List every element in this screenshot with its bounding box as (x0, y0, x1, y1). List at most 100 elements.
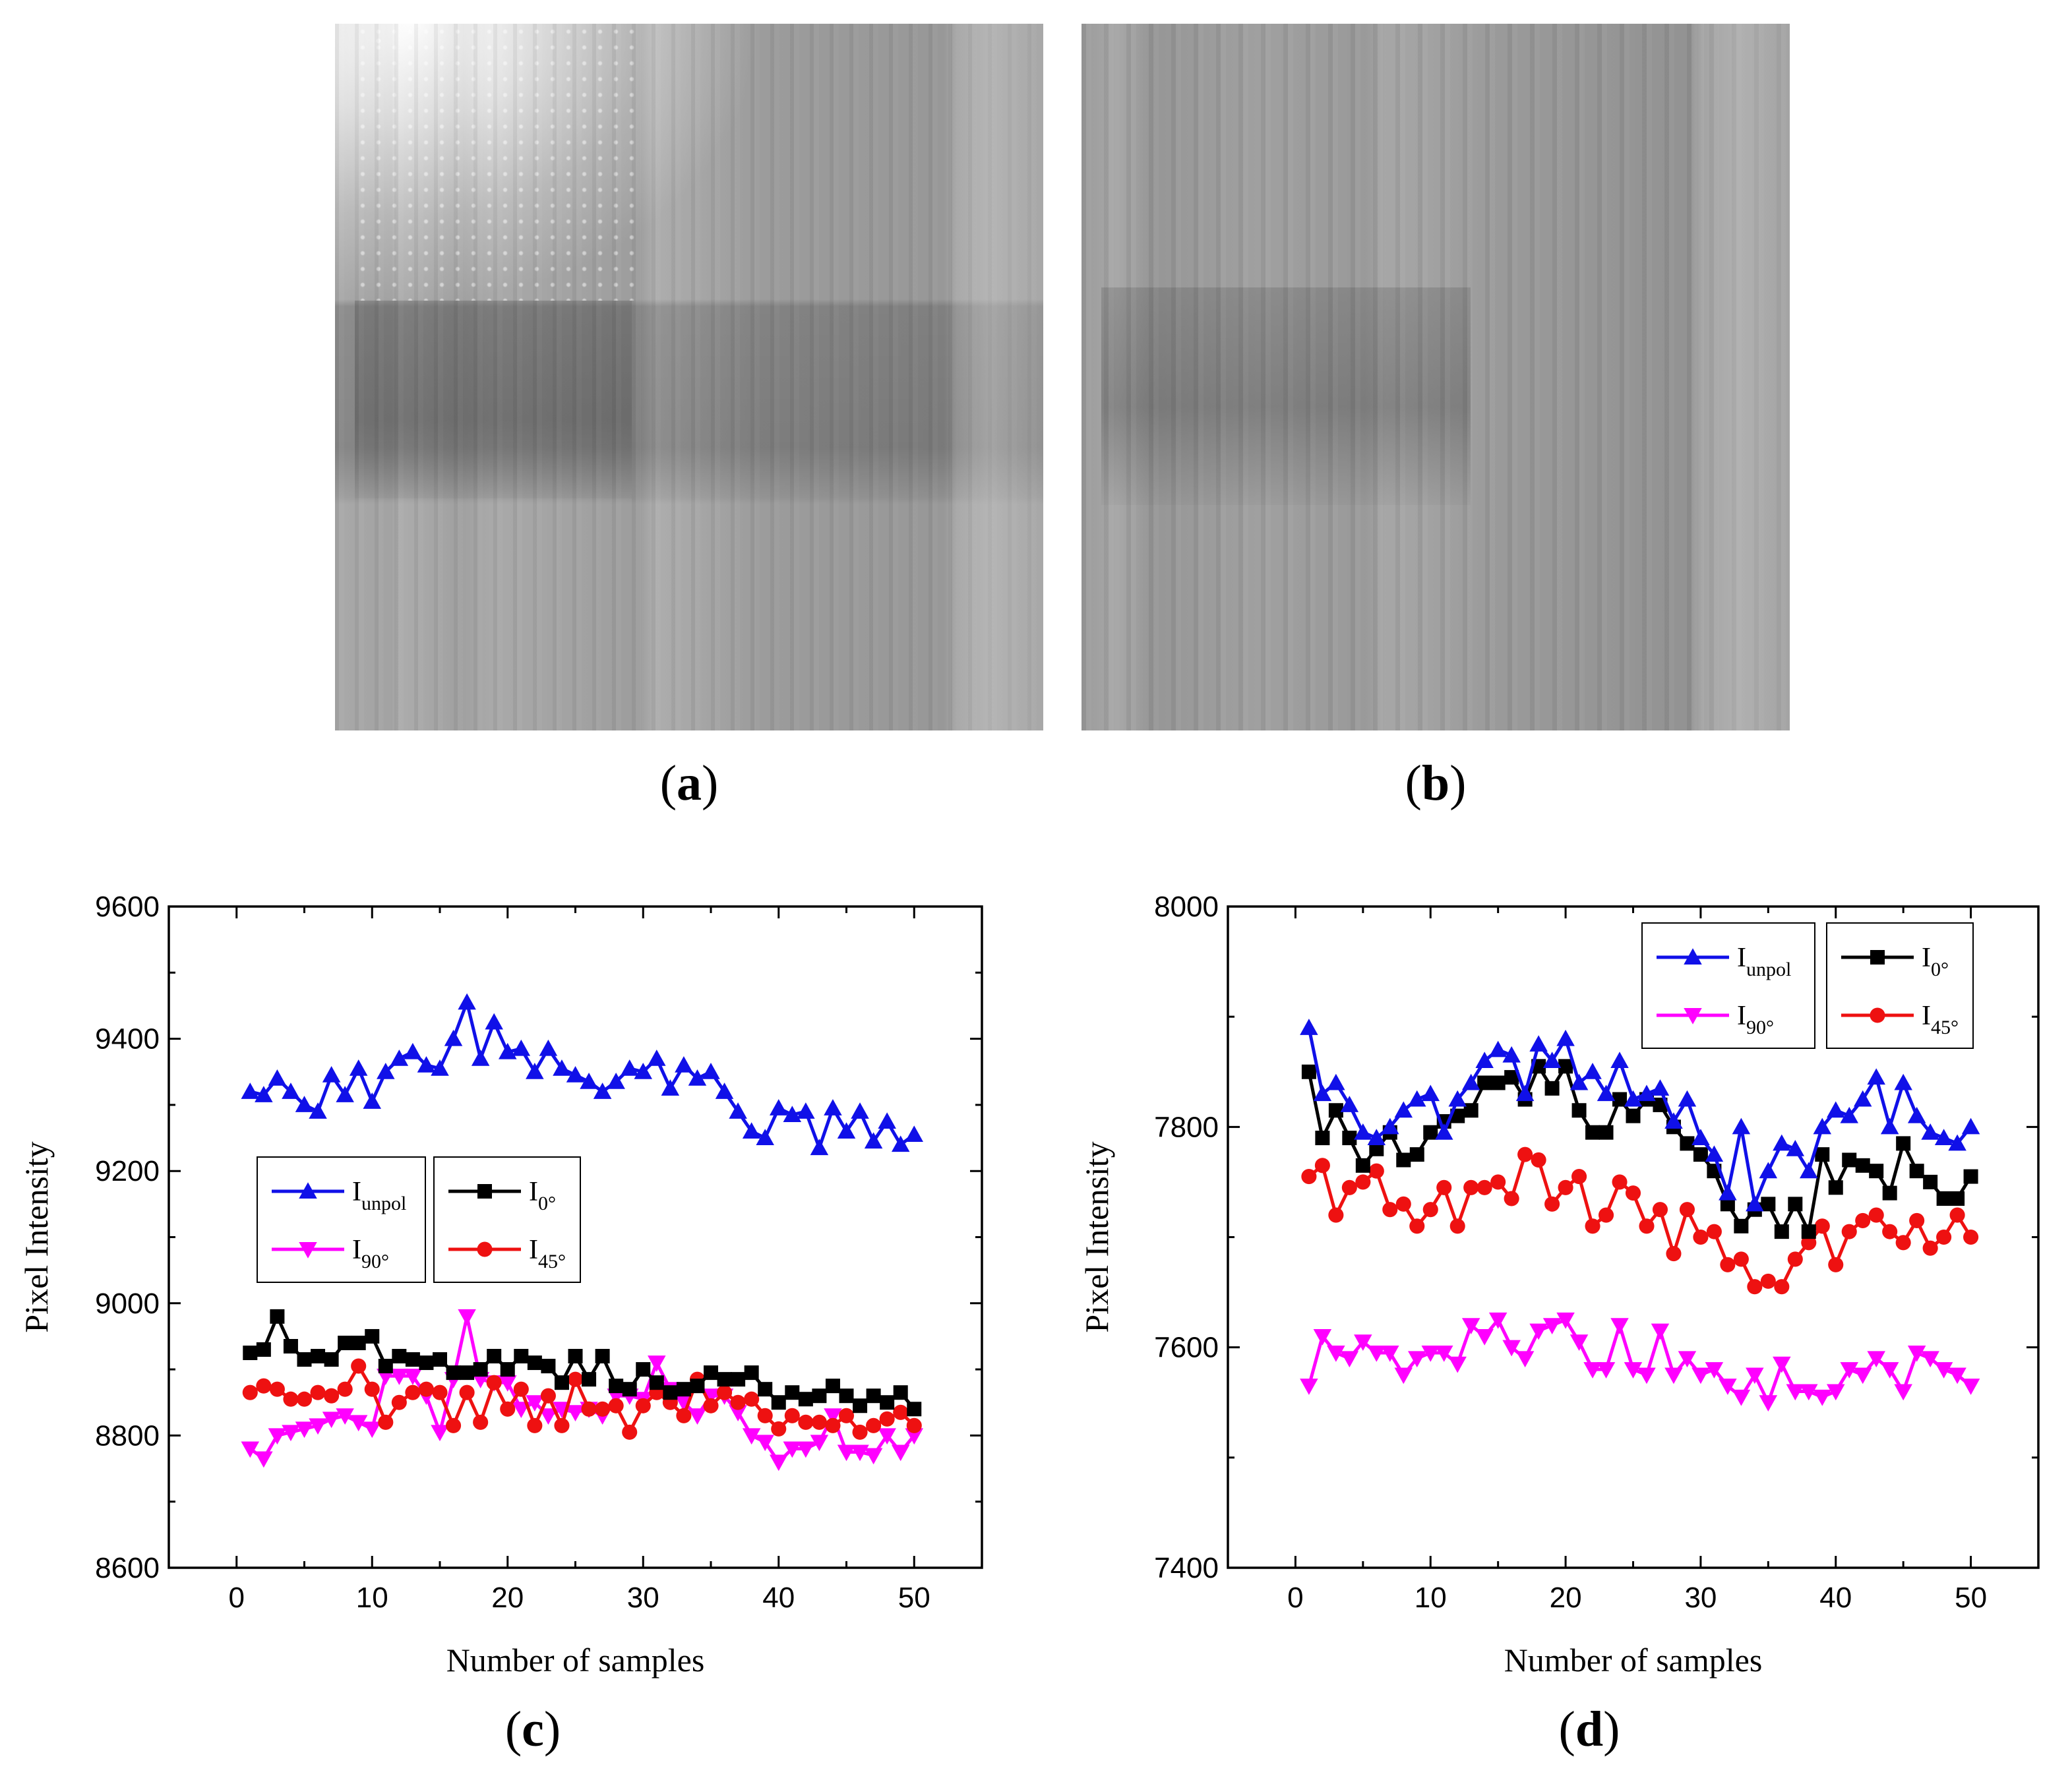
data-point-i0 (1463, 1103, 1478, 1118)
y-tick-label: 9400 (95, 1023, 160, 1056)
panel-label-d: (d) (1558, 1702, 1620, 1757)
data-point-i45 (1828, 1257, 1844, 1272)
data-point-i45 (1666, 1246, 1682, 1262)
data-point-unpol (1894, 1073, 1912, 1090)
data-point-i45 (283, 1391, 299, 1407)
x-tick-label: 40 (762, 1582, 795, 1614)
data-point-i0 (744, 1365, 759, 1381)
data-point-i90 (702, 1388, 720, 1405)
data-point-i0 (311, 1349, 326, 1364)
data-point-unpol (607, 1073, 625, 1089)
data-point-i45 (1733, 1251, 1749, 1267)
image-a-dark-band (355, 301, 632, 498)
data-point-i45 (1598, 1207, 1614, 1223)
data-point-i90 (458, 1309, 476, 1326)
data-point-unpol (851, 1102, 869, 1119)
data-point-i45 (1490, 1174, 1506, 1190)
data-point-i45 (378, 1414, 394, 1430)
x-tick-label: 50 (1955, 1582, 1987, 1614)
data-point-i0 (758, 1382, 773, 1397)
data-point-i90 (499, 1375, 517, 1392)
data-point-unpol (1529, 1035, 1548, 1052)
y-tick-label: 9200 (95, 1155, 160, 1187)
data-point-i90 (1529, 1323, 1548, 1340)
data-point-i90 (1786, 1384, 1805, 1401)
data-point-i45 (337, 1381, 353, 1397)
data-point-i45 (1787, 1251, 1803, 1267)
data-point-i0 (365, 1328, 380, 1344)
data-point-i90 (905, 1428, 923, 1445)
data-point-i45 (1422, 1202, 1438, 1218)
legend-frame (433, 1156, 581, 1283)
image-a-dot-pattern (355, 24, 645, 301)
data-point-unpol (1719, 1183, 1737, 1201)
data-point-i90 (783, 1441, 802, 1458)
series-i90 (1300, 1312, 1980, 1412)
data-point-i45 (1720, 1257, 1736, 1272)
data-point-unpol (661, 1079, 680, 1096)
data-point-unpol (431, 1059, 449, 1076)
panel-label-c: (c) (504, 1702, 561, 1757)
data-point-unpol (1313, 1085, 1332, 1102)
data-point-i45 (1612, 1174, 1628, 1190)
data-point-i45 (825, 1417, 841, 1433)
data-point-i0 (405, 1352, 420, 1367)
data-point-i45 (879, 1411, 895, 1427)
data-point-unpol (336, 1086, 354, 1102)
data-point-i90 (1569, 1334, 1589, 1352)
data-point-i0 (1490, 1075, 1506, 1090)
data-point-unpol (471, 1049, 490, 1066)
data-point-i90 (1880, 1362, 1899, 1379)
data-point-i45 (459, 1384, 475, 1400)
data-point-i45 (364, 1381, 380, 1397)
data-point-i45 (595, 1401, 611, 1417)
legend-box: Iunpol I90° (257, 1156, 426, 1283)
data-point-i90 (1300, 1379, 1318, 1395)
data-point-i0 (270, 1309, 285, 1324)
data-point-i0 (1815, 1147, 1830, 1162)
chart-c: 0 10 20 30 40 50 8600 8800 9000 9200 9400 9600 Numbe… (18, 891, 983, 1679)
data-point-i45 (1382, 1202, 1398, 1218)
data-point-unpol (1421, 1085, 1440, 1102)
data-point-unpol (349, 1059, 368, 1076)
data-point-i90 (390, 1369, 409, 1385)
data-point-i0 (1950, 1191, 1965, 1206)
data-point-unpol (810, 1139, 829, 1156)
data-point-i45 (1463, 1179, 1479, 1195)
data-point-i45 (581, 1401, 597, 1417)
data-point-i45 (852, 1424, 868, 1440)
data-point-i45 (1314, 1158, 1330, 1174)
data-point-i0 (1761, 1197, 1776, 1212)
data-point-i45 (717, 1384, 733, 1400)
data-point-i45 (838, 1408, 855, 1423)
data-point-unpol (282, 1083, 300, 1099)
data-point-unpol (295, 1096, 314, 1112)
data-point-i45 (540, 1388, 556, 1404)
y-tick-label: 8000 (1154, 891, 1219, 923)
chart-d: 0 10 20 30 40 50 7400 7600 7800 8000 Number of sam… (1078, 891, 2040, 1679)
data-point-i45 (676, 1408, 692, 1423)
data-point-i45 (757, 1408, 773, 1423)
legend-marker-unpol (1684, 948, 1702, 965)
data-point-i90 (1664, 1367, 1683, 1384)
data-point-unpol (1597, 1085, 1616, 1102)
data-point-i0 (1504, 1070, 1519, 1085)
data-point-i90 (729, 1405, 747, 1422)
data-point-unpol (1867, 1068, 1885, 1085)
data-point-i90 (1583, 1362, 1602, 1379)
data-point-unpol (1488, 1040, 1508, 1057)
data-point-i90 (837, 1444, 856, 1462)
data-point-i90 (1759, 1395, 1778, 1412)
data-point-i45 (567, 1371, 584, 1387)
data-point-i90 (1719, 1379, 1737, 1395)
legend-box: Iunpol I90° (1641, 922, 1815, 1049)
data-point-i90 (648, 1355, 666, 1372)
data-point-i90 (404, 1369, 422, 1385)
data-point-i90 (431, 1425, 449, 1442)
data-point-unpol (526, 1063, 544, 1079)
data-point-i90 (1461, 1318, 1480, 1334)
data-point-i90 (309, 1418, 327, 1435)
data-point-i0 (636, 1362, 651, 1377)
data-point-i90 (1394, 1367, 1413, 1384)
data-point-unpol (499, 1042, 517, 1059)
